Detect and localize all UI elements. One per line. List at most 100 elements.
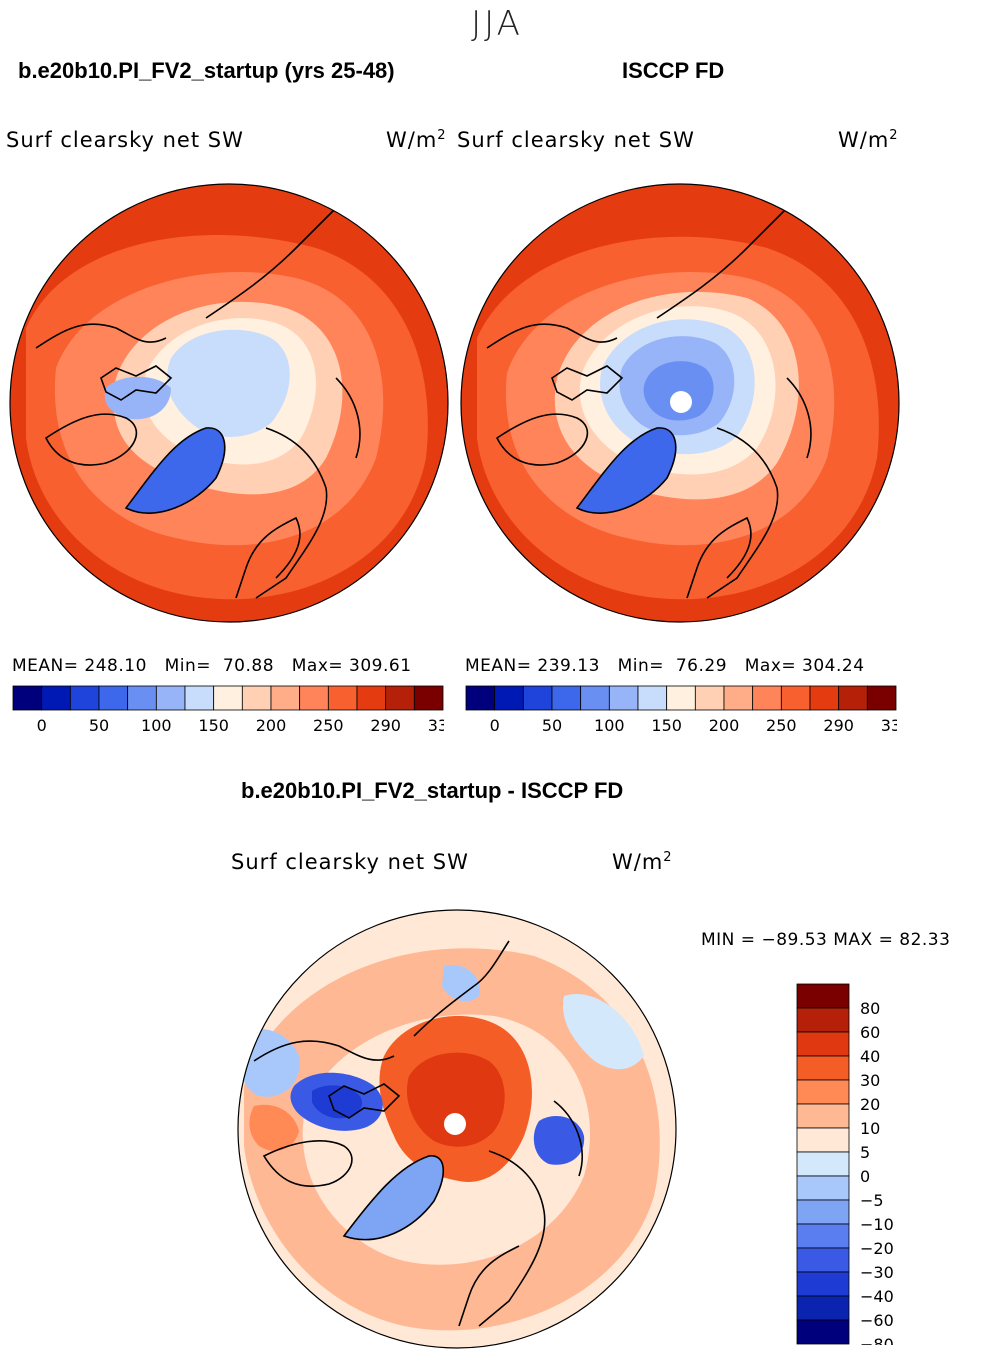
right-colorbar-box [637, 685, 668, 711]
right-colorbar-box [752, 685, 782, 711]
diff-colorbar-tick-label: 0 [860, 1167, 870, 1186]
right-units-label: W/m2 [838, 128, 899, 152]
diff-colorbar-tick-label: −5 [860, 1191, 884, 1210]
diff-colorbar-box [796, 1319, 850, 1345]
diff-field-west-pos [249, 1104, 299, 1151]
left-colorbar-box [270, 685, 301, 711]
left-field-arctic-ocean [167, 329, 290, 437]
diff-colorbar-box [796, 1055, 850, 1081]
left-field-archipelago [104, 376, 171, 420]
left-field-greenland [126, 427, 225, 514]
left-colorbar-box [69, 685, 100, 711]
left-units-label: W/m2 [386, 128, 447, 152]
right-field-greenland [577, 427, 676, 514]
diff-colorbar-tick-label: −80 [860, 1335, 894, 1345]
left-colorbar-tick-label: 50 [89, 716, 109, 735]
diff-colorbar-tick-label: 60 [860, 1023, 880, 1042]
left-colorbar-tick-label: 0 [37, 716, 47, 735]
left-colorbar-tick-label: 330 [428, 716, 444, 735]
right-colorbar-tick-label: 330 [881, 716, 897, 735]
diff-colorbar-tick-label: −60 [860, 1311, 894, 1330]
left-colorbar-box [299, 685, 329, 711]
diff-field-greenland-neg [344, 1155, 444, 1240]
diff-field-east-neg [563, 994, 644, 1070]
diff-pole-missing [444, 1113, 466, 1135]
diff-land-outlines [253, 940, 583, 1327]
right-colorbar-tick-label: 100 [594, 716, 625, 735]
diff-colorbar-tick-label: −20 [860, 1239, 894, 1258]
right-colorbar-box [522, 685, 553, 711]
right-field-arctic-inner [643, 361, 714, 421]
diff-colorbar-tick-label: −40 [860, 1287, 894, 1306]
left-colorbar-box [127, 685, 157, 711]
right-colorbar-box [780, 685, 811, 711]
left-colorbar-box [98, 685, 129, 711]
diff-colorbar: 80 60 40 30 20 10 5 0 −5 −10 −20 −30 −40 −60 −80 [796, 983, 894, 1345]
right-colorbar-tick-label: 150 [651, 716, 682, 735]
left-colorbar-box [12, 685, 43, 711]
diff-colorbar-tick-label: −10 [860, 1215, 894, 1234]
right-colorbar-tick-label: 0 [490, 716, 500, 735]
diff-variable-label: Surf clearsky net SW [231, 850, 469, 874]
right-colorbar-tick-label: 50 [542, 716, 562, 735]
season-title: JJA [471, 4, 523, 44]
diff-colorbar-tick-label: 40 [860, 1047, 880, 1066]
diff-units-label: W/m2 [612, 850, 673, 874]
left-colorbar-tick-label: 100 [141, 716, 172, 735]
diff-colorbar-box [796, 1223, 850, 1249]
right-variable-label: Surf clearsky net SW [457, 128, 695, 152]
diff-colorbar-box [796, 1079, 850, 1105]
diff-colorbar-box [796, 1271, 850, 1297]
left-colorbar-box [41, 685, 71, 711]
left-land-outlines [35, 207, 361, 599]
left-colorbar-tick-label: 250 [313, 716, 344, 735]
diff-colorbar-box [796, 1007, 850, 1033]
right-colorbar-box [723, 685, 754, 711]
diff-map-boundary [237, 909, 677, 1349]
right-land-outlines [486, 207, 812, 599]
right-stats: MEAN= 239.13 Min= 76.29 Max= 304.24 [465, 656, 865, 676]
left-stats: MEAN= 248.10 Min= 70.88 Max= 309.61 [12, 656, 412, 676]
diff-field-ne-neg [442, 965, 480, 1002]
diff-field-archipelago-deep [312, 1085, 363, 1119]
diff-colorbar-box [796, 983, 850, 1009]
diff-colorbar-tick-label: 80 [860, 999, 880, 1018]
right-colorbar-box [694, 685, 725, 711]
right-colorbar-tick-label: 250 [766, 716, 797, 735]
diff-case-title: b.e20b10.PI_FV2_startup - ISCCP FD [241, 778, 624, 803]
diff-field-arctic-inner [406, 1052, 505, 1147]
diff-colorbar-box [796, 1031, 850, 1057]
right-map-boundary [460, 183, 900, 623]
left-map [9, 183, 449, 623]
left-colorbar-box [413, 685, 444, 711]
left-variable-label: Surf clearsky net SW [6, 128, 244, 152]
left-colorbar-tick-label: 290 [370, 716, 401, 735]
left-colorbar-tick-label: 150 [198, 716, 229, 735]
left-colorbar-box [327, 685, 358, 711]
right-colorbar-box [608, 685, 639, 711]
diff-colorbar-box [796, 1103, 850, 1129]
diff-colorbar-tick-label: 30 [860, 1071, 880, 1090]
diff-colorbar-tick-label: 5 [860, 1143, 870, 1162]
right-pole-missing [670, 391, 692, 413]
right-colorbar: 0 50 100 150 200 250 290 330 [465, 685, 897, 735]
diff-map [237, 909, 677, 1349]
diff-colorbar-tick-label: 20 [860, 1095, 880, 1114]
left-case-title: b.e20b10.PI_FV2_startup (yrs 25-48) [18, 58, 395, 83]
right-colorbar-box [666, 685, 696, 711]
left-colorbar-box [241, 685, 272, 711]
left-colorbar: 0 50 100 150 200 250 290 330 [12, 685, 444, 735]
diff-colorbar-tick-label: −30 [860, 1263, 894, 1282]
diff-colorbar-tick-label: 10 [860, 1119, 880, 1138]
right-colorbar-box [551, 685, 582, 711]
diff-field-siberia-neg [533, 1116, 585, 1165]
right-colorbar-box [465, 685, 496, 711]
right-colorbar-tick-label: 290 [823, 716, 854, 735]
diff-colorbar-box [796, 1175, 850, 1201]
diff-colorbar-box [796, 1247, 850, 1273]
left-colorbar-box [385, 685, 415, 711]
right-colorbar-box [866, 685, 897, 711]
right-colorbar-box [838, 685, 868, 711]
left-colorbar-box [356, 685, 387, 711]
left-colorbar-box [155, 685, 186, 711]
